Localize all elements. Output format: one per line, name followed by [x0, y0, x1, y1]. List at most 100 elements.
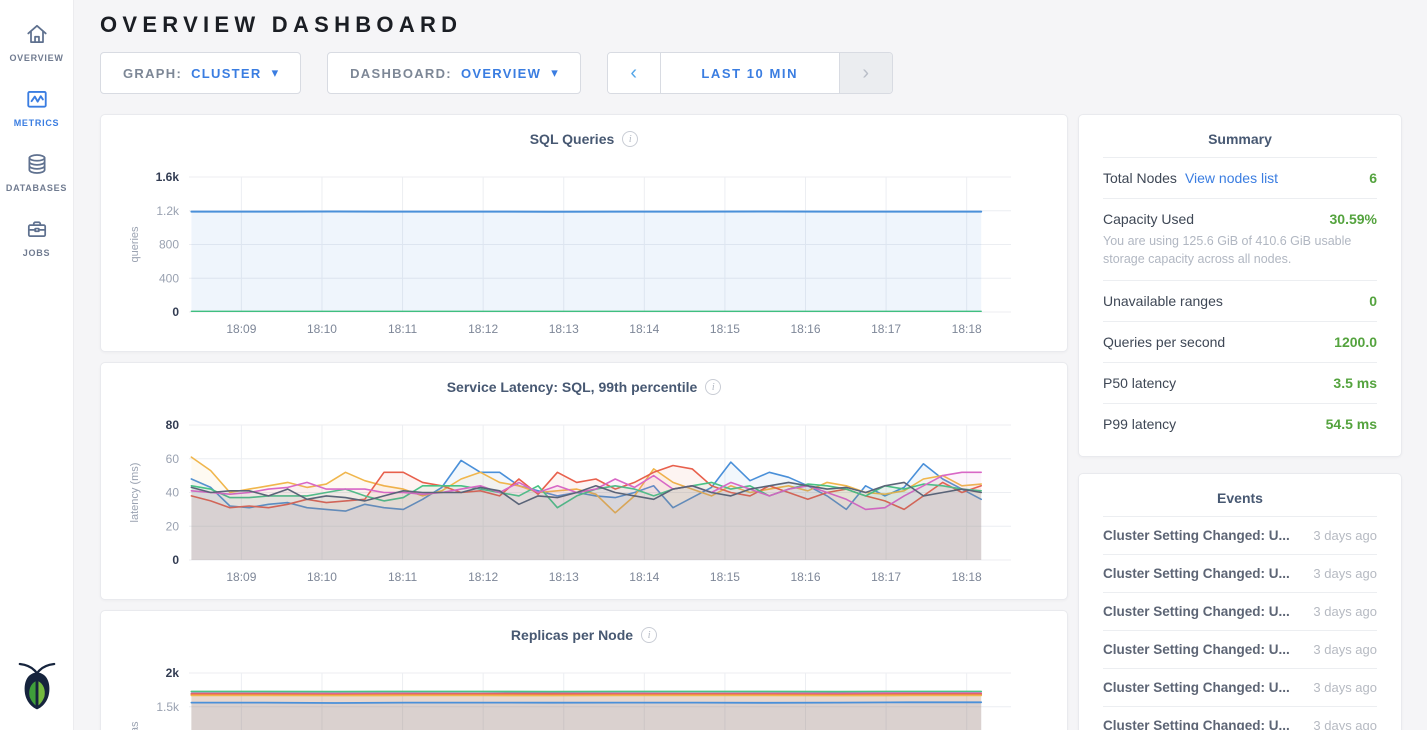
- summary-panel: Summary Total Nodes View nodes list 6 Ca…: [1078, 114, 1402, 458]
- summary-label: Unavailable ranges: [1103, 293, 1223, 310]
- event-title: Cluster Setting Changed: U...: [1103, 680, 1290, 696]
- chart-panel-sql-queries: SQL Queries i 1.6k 1.2k 800 400 0 18:09 18:10 1…: [100, 114, 1068, 352]
- svg-text:18:15: 18:15: [710, 570, 740, 584]
- svg-text:18:18: 18:18: [952, 570, 982, 584]
- databases-icon: [25, 152, 49, 176]
- event-title: Cluster Setting Changed: U...: [1103, 642, 1290, 658]
- svg-text:18:14: 18:14: [629, 570, 659, 584]
- right-column: Summary Total Nodes View nodes list 6 Ca…: [1078, 114, 1402, 730]
- summary-row-queries-per-second: Queries per second 1200.0: [1103, 321, 1377, 362]
- svg-text:400: 400: [159, 271, 179, 285]
- svg-text:18:12: 18:12: [468, 570, 498, 584]
- sidebar-item-metrics[interactable]: METRICS: [0, 77, 73, 142]
- event-time: 3 days ago: [1313, 566, 1377, 582]
- view-nodes-list-link[interactable]: View nodes list: [1184, 170, 1279, 186]
- svg-text:18:10: 18:10: [307, 570, 337, 584]
- info-icon[interactable]: i: [705, 379, 722, 395]
- service-latency-chart[interactable]: 80 60 40 20 0 18:09 18:10 18:11 18:12 18:13 18:14 1…: [125, 415, 1043, 597]
- sidebar-item-label: JOBS: [22, 248, 51, 258]
- graph-dropdown-value: CLUSTER: [191, 65, 262, 81]
- svg-text:18:11: 18:11: [388, 322, 417, 336]
- sidebar-item-label: DATABASES: [5, 183, 68, 193]
- summary-value: 30.59%: [1329, 211, 1377, 227]
- event-time: 3 days ago: [1313, 642, 1377, 658]
- time-next-button[interactable]: ›: [839, 53, 892, 93]
- summary-label: P99 latency: [1103, 416, 1177, 433]
- graph-dropdown-label: GRAPH:: [123, 65, 183, 81]
- chevron-down-icon: ▾: [551, 65, 558, 80]
- summary-label: Capacity Used: [1103, 211, 1195, 227]
- info-icon[interactable]: i: [641, 627, 658, 643]
- jobs-icon: [25, 217, 49, 241]
- summary-label: P50 latency: [1103, 375, 1177, 392]
- svg-text:18:17: 18:17: [871, 322, 901, 336]
- sidebar-item-jobs[interactable]: JOBS: [0, 207, 73, 272]
- event-title: Cluster Setting Changed: U...: [1103, 604, 1290, 620]
- svg-text:60: 60: [166, 452, 180, 466]
- time-prev-button[interactable]: ‹: [607, 53, 660, 93]
- event-title: Cluster Setting Changed: U...: [1103, 718, 1290, 730]
- svg-text:replicas: replicas: [129, 721, 141, 730]
- svg-text:80: 80: [166, 418, 180, 432]
- event-time: 3 days ago: [1313, 528, 1377, 544]
- replicas-per-node-chart[interactable]: 2k1.5k1k500018:0918:1018:1118:1218:1318:…: [125, 663, 1043, 730]
- summary-title: Summary: [1208, 131, 1272, 147]
- svg-text:1.6k: 1.6k: [156, 170, 180, 184]
- info-icon[interactable]: i: [622, 131, 639, 147]
- svg-text:800: 800: [159, 238, 179, 252]
- event-title: Cluster Setting Changed: U...: [1103, 566, 1290, 582]
- event-row[interactable]: Cluster Setting Changed: U... 3 days ago: [1103, 630, 1377, 668]
- summary-value: 0: [1369, 293, 1377, 310]
- event-row[interactable]: Cluster Setting Changed: U... 3 days ago: [1103, 668, 1377, 706]
- svg-text:18:16: 18:16: [790, 570, 820, 584]
- sidebar-item-overview[interactable]: OVERVIEW: [0, 12, 73, 77]
- event-title: Cluster Setting Changed: U...: [1103, 528, 1290, 544]
- svg-text:18:13: 18:13: [549, 570, 579, 584]
- summary-row-capacity-used: Capacity Used 30.59% You are using 125.6…: [1103, 198, 1377, 280]
- event-time: 3 days ago: [1313, 680, 1377, 696]
- events-title: Events: [1217, 490, 1263, 507]
- controls-bar: GRAPH: CLUSTER ▾ DASHBOARD: OVERVIEW ▾ ‹…: [100, 52, 1427, 94]
- time-range-selector: ‹ LAST 10 MIN ›: [606, 52, 893, 94]
- svg-text:20: 20: [166, 519, 180, 533]
- summary-row-total-nodes: Total Nodes View nodes list 6: [1103, 157, 1377, 198]
- chevron-left-icon: ‹: [630, 61, 638, 84]
- sidebar: OVERVIEW METRICS DATABASES: [0, 0, 74, 730]
- svg-text:0: 0: [172, 305, 179, 319]
- dashboard-dropdown-label: DASHBOARD:: [350, 65, 452, 81]
- summary-value: 3.5 ms: [1333, 375, 1377, 392]
- sidebar-item-label: METRICS: [13, 118, 60, 128]
- svg-text:18:10: 18:10: [307, 322, 337, 336]
- summary-value: 54.5 ms: [1325, 416, 1377, 433]
- svg-text:1.5k: 1.5k: [156, 700, 180, 714]
- event-row[interactable]: Cluster Setting Changed: U... 3 days ago: [1103, 554, 1377, 592]
- cockroachdb-logo[interactable]: [16, 661, 58, 716]
- page-title: OVERVIEW DASHBOARD: [100, 12, 463, 37]
- svg-text:queries: queries: [129, 226, 141, 263]
- main-content: OVERVIEW DASHBOARD GRAPH: CLUSTER ▾ DASH…: [74, 0, 1427, 730]
- svg-text:40: 40: [166, 486, 180, 500]
- sidebar-item-label: OVERVIEW: [9, 53, 64, 63]
- graph-dropdown[interactable]: GRAPH: CLUSTER ▾: [100, 52, 302, 94]
- sidebar-item-databases[interactable]: DATABASES: [0, 142, 73, 207]
- time-range-value[interactable]: LAST 10 MIN: [659, 53, 840, 93]
- svg-text:2k: 2k: [166, 666, 180, 680]
- event-row[interactable]: Cluster Setting Changed: U... 3 days ago: [1103, 706, 1377, 730]
- chart-title: SQL Queries: [529, 131, 615, 147]
- capacity-note: You are using 125.6 GiB of 410.6 GiB usa…: [1103, 234, 1352, 267]
- summary-label: Total Nodes: [1103, 170, 1177, 186]
- svg-text:0: 0: [172, 553, 179, 567]
- chart-panel-replicas-per-node: Replicas per Node i 2k1.5k1k500018:0918:…: [100, 610, 1068, 730]
- event-time: 3 days ago: [1313, 718, 1377, 730]
- dashboard-dropdown[interactable]: DASHBOARD: OVERVIEW ▾: [327, 52, 581, 94]
- svg-text:18:09: 18:09: [226, 570, 256, 584]
- chart-title: Replicas per Node: [510, 627, 634, 643]
- svg-text:1.2k: 1.2k: [156, 204, 180, 218]
- svg-text:18:12: 18:12: [468, 322, 498, 336]
- sql-queries-chart[interactable]: 1.6k 1.2k 800 400 0 18:09 18:10 18:11 18:12 18:13…: [125, 167, 1043, 349]
- event-row[interactable]: Cluster Setting Changed: U... 3 days ago: [1103, 592, 1377, 630]
- event-row[interactable]: Cluster Setting Changed: U... 3 days ago: [1103, 516, 1377, 554]
- svg-text:latency (ms): latency (ms): [129, 463, 141, 523]
- chart-title: Service Latency: SQL, 99th percentile: [446, 379, 698, 395]
